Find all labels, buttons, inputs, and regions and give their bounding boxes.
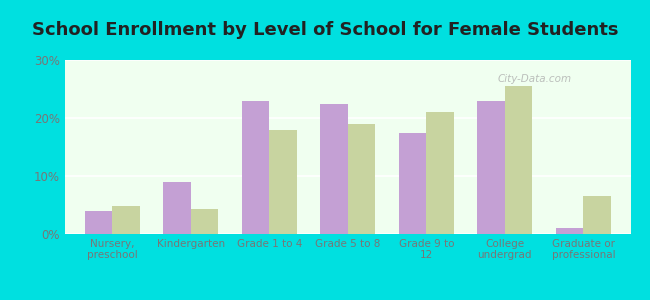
Text: City-Data.com: City-Data.com — [497, 74, 571, 84]
Bar — [242, 100, 269, 234]
Bar — [426, 112, 454, 234]
Bar — [269, 130, 296, 234]
Bar — [399, 133, 426, 234]
Bar — [584, 196, 611, 234]
Bar — [84, 211, 112, 234]
Bar — [112, 206, 140, 234]
Bar — [348, 124, 375, 234]
Bar — [190, 209, 218, 234]
Text: School Enrollment by Level of School for Female Students: School Enrollment by Level of School for… — [32, 21, 618, 39]
Bar — [556, 228, 584, 234]
Bar — [477, 100, 505, 234]
Bar — [163, 182, 190, 234]
Bar — [320, 103, 348, 234]
Bar — [505, 86, 532, 234]
